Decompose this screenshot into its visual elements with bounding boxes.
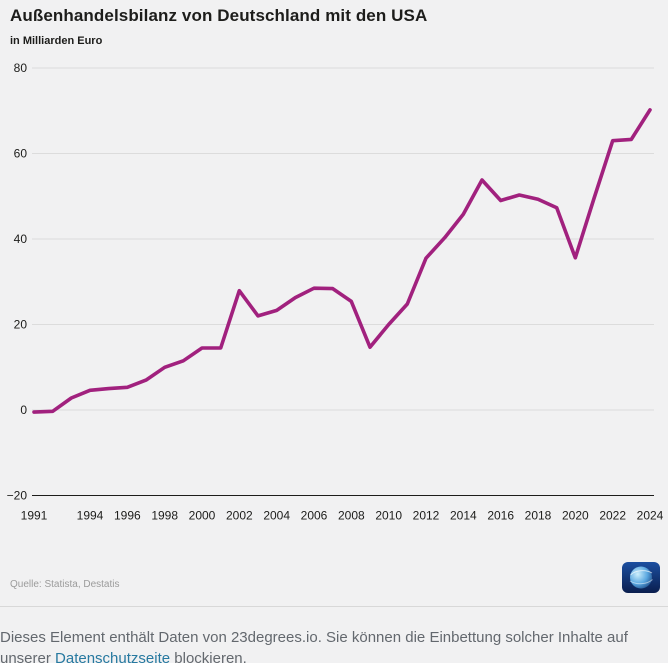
logo-globe bbox=[630, 566, 652, 589]
tagesschau-globe-logo[interactable] bbox=[622, 562, 660, 593]
x-tick-label: 2016 bbox=[487, 509, 514, 523]
x-tick-label: 1996 bbox=[114, 509, 141, 523]
x-tick-label: 2002 bbox=[226, 509, 253, 523]
x-tick-label: 2008 bbox=[338, 509, 365, 523]
y-tick-label: −20 bbox=[7, 489, 28, 503]
privacy-link[interactable]: Datenschutzseite bbox=[55, 650, 171, 663]
consent-footer: Dieses Element enthält Daten von 23degre… bbox=[0, 627, 666, 663]
x-tick-label: 2010 bbox=[375, 509, 402, 523]
consent-text-before: Dieses Element enthält Daten von 23degre… bbox=[0, 629, 628, 663]
logo-orbit-line bbox=[630, 570, 653, 576]
x-tick-label: 2020 bbox=[562, 509, 589, 523]
x-tick-label: 1994 bbox=[77, 509, 104, 523]
x-tick-label: 2000 bbox=[189, 509, 216, 523]
y-tick-label: 20 bbox=[14, 318, 28, 332]
consent-text-after: blockieren. bbox=[170, 650, 247, 663]
y-tick-label: 40 bbox=[14, 232, 28, 246]
x-tick-label: 1991 bbox=[21, 509, 48, 523]
x-tick-label: 2014 bbox=[450, 509, 477, 523]
footer-divider bbox=[0, 606, 668, 607]
chart-title: Außenhandelsbilanz von Deutschland mit d… bbox=[10, 6, 428, 25]
y-tick-label: 60 bbox=[14, 147, 28, 161]
source-label: Quelle: Statista, Destatis bbox=[10, 579, 120, 590]
x-tick-label: 2024 bbox=[637, 509, 664, 523]
logo-orbit-line bbox=[629, 579, 653, 585]
y-tick-label: 80 bbox=[14, 61, 28, 75]
y-tick-label: 0 bbox=[20, 403, 27, 417]
x-tick-label: 2022 bbox=[599, 509, 626, 523]
trade-balance-line bbox=[32, 108, 652, 414]
chart-subtitle: in Milliarden Euro bbox=[10, 35, 103, 47]
x-tick-label: 2012 bbox=[413, 509, 440, 523]
x-tick-label: 1998 bbox=[151, 509, 178, 523]
x-tick-label: 2004 bbox=[263, 509, 290, 523]
x-tick-label: 2018 bbox=[525, 509, 552, 523]
x-tick-label: 2006 bbox=[301, 509, 328, 523]
trade-balance-chart: −20 0 20 40 60 80 1991 1994 1996 1998 2000 2002 2004… bbox=[7, 61, 664, 523]
